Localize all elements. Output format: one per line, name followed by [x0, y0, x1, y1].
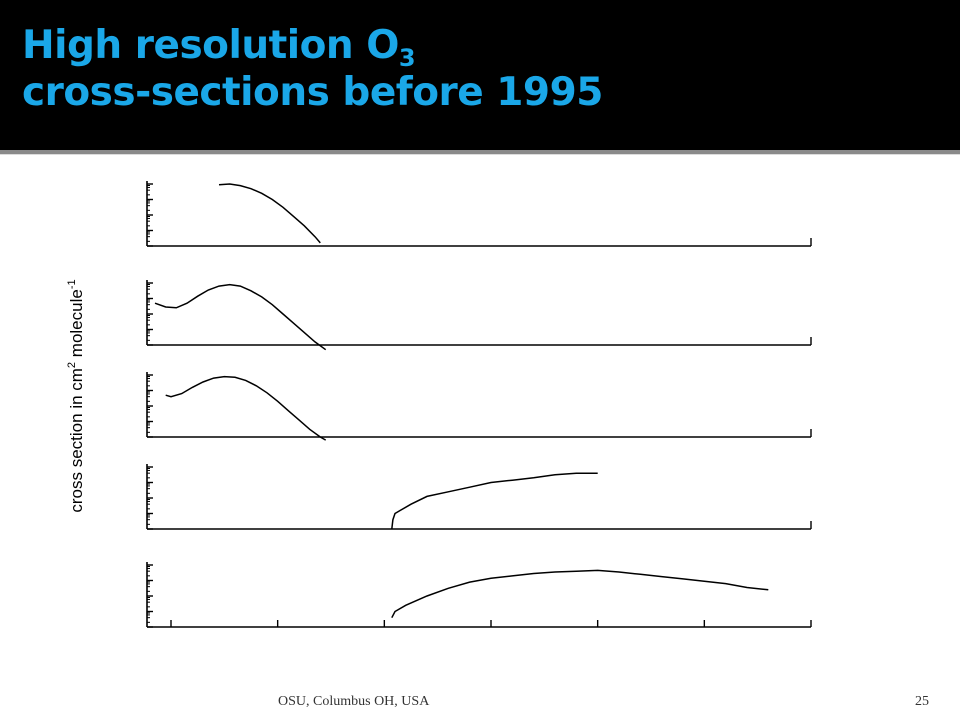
y-axis-title-main: cross section in cm [67, 368, 86, 513]
panel-5-series-line [391, 569, 769, 619]
slide-title-line2: cross-sections before 1995 [22, 70, 603, 115]
slide-title-line1: High resolution O [22, 23, 399, 68]
title-divider [0, 150, 960, 155]
y-axis-title-tail-exponent: -1 [66, 279, 78, 289]
slide-number: 25 [915, 694, 929, 709]
title-bar: High resolution O3 cross-sections before … [0, 0, 960, 150]
footer-text: OSU, Columbus OH, USA [278, 694, 430, 709]
panel-4-series-line [391, 472, 598, 530]
y-axis-title: cross section in cm2 molecule-1 [66, 279, 86, 512]
y-axis-title-tail: molecule [67, 289, 86, 362]
y-axis-title-exponent: 2 [66, 362, 78, 368]
panel-1-series-line [218, 183, 321, 244]
cross-section-chart: cross section in cm2 molecule-1 [66, 181, 812, 628]
panel-3-series-line [165, 375, 327, 441]
slide-title: High resolution O3 cross-sections before … [22, 22, 603, 116]
slide-title-subscript: 3 [398, 44, 416, 72]
panel-2-series-line [154, 283, 327, 351]
